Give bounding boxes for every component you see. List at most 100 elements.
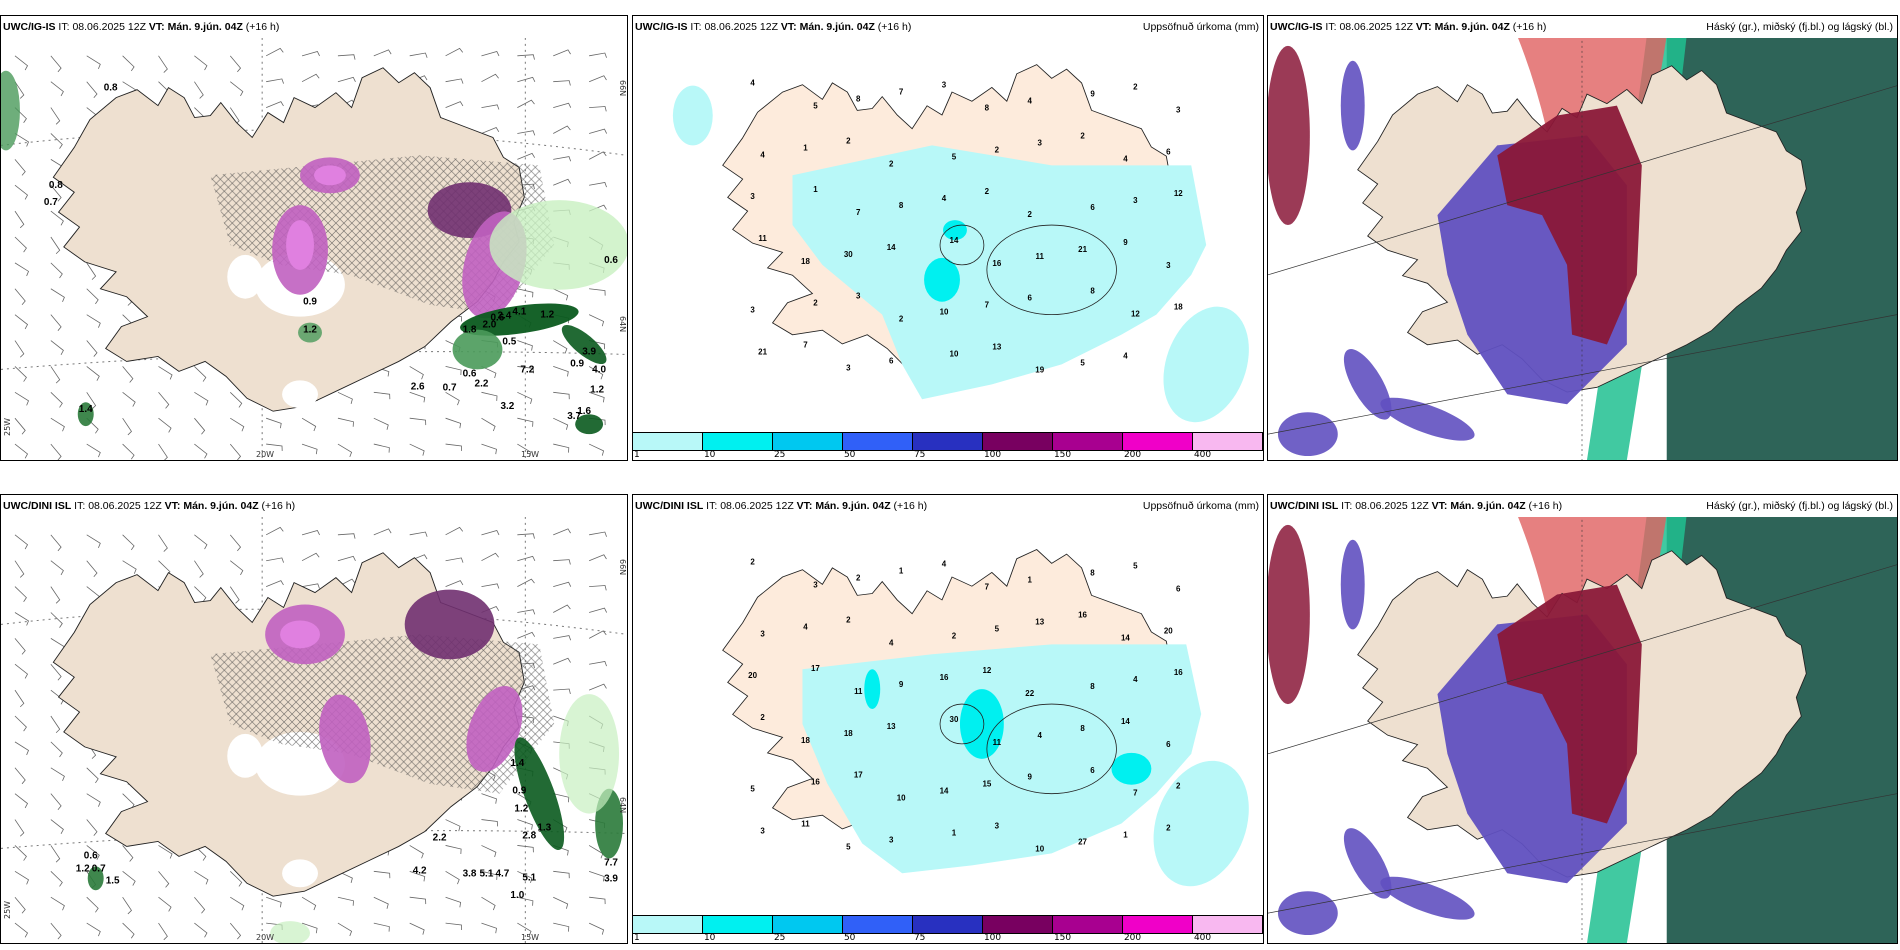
precip-accum-label: 11 [993, 738, 1002, 747]
wind-barb [14, 391, 30, 406]
wind-barb [122, 391, 136, 407]
precip-accum-label: 2 [846, 136, 851, 145]
wind-barb [158, 55, 168, 73]
precip-field [1163, 306, 1249, 423]
precip-green [514, 737, 565, 851]
wind-barb [517, 819, 533, 830]
colorbar-tick-label: 10 [703, 933, 716, 943]
wind-barb [14, 366, 27, 382]
wind-barb [517, 417, 534, 427]
wind-barb [50, 81, 64, 97]
vt-label: VT: [796, 500, 813, 512]
wind-barb [194, 534, 208, 550]
precip-accum-label: 3 [760, 826, 765, 835]
precip-accum-label: 1 [813, 185, 818, 194]
lat-label-64n: 64N [618, 797, 627, 814]
cloud-cover-map [1268, 514, 1897, 943]
precip-value-label: 0.5 [502, 337, 516, 348]
precip-accum-label: 4 [1037, 731, 1042, 740]
precip-accum-label: 7 [1133, 789, 1138, 798]
wind-barb [445, 101, 464, 108]
precip-value-label: 3.8 [463, 868, 477, 879]
wind-barb [553, 156, 572, 162]
colorbar-bin [773, 916, 843, 933]
wind-barb [50, 741, 63, 758]
panel-header: UWC/IG-IS IT: 08.06.2025 12Z VT: Mán. 9.… [633, 16, 1263, 38]
panel-title: Háský (gr.), miðský (fj.bl.) og lágský (… [1706, 500, 1893, 512]
colorbar-tick-label: 100 [983, 450, 1002, 460]
precip-value-label: 0.7 [92, 863, 106, 874]
wind-barb [14, 184, 29, 200]
precip-value-label: 5.1 [522, 872, 536, 883]
wind-barb [194, 560, 204, 578]
wind-barb [86, 55, 101, 70]
precip-accum-label: 8 [985, 104, 990, 113]
precip-accum-label: 8 [1090, 569, 1095, 578]
wind-barb [445, 526, 464, 536]
lead-time: (+16 h) [261, 500, 296, 512]
precip-green [1, 70, 20, 151]
precip-accum-label: 5 [952, 152, 957, 161]
wind-barb [409, 845, 424, 859]
cloud-cover-map [1268, 35, 1897, 460]
wind-barb [553, 604, 571, 613]
wind-barb [409, 896, 427, 905]
vt-label: VT: [1415, 21, 1432, 33]
glacier-outline [986, 703, 1117, 795]
wind-barb [517, 922, 532, 937]
it-label: IT: [1325, 21, 1337, 33]
precip-accum-label: 12 [1131, 310, 1140, 319]
wind-barb [445, 417, 462, 429]
precip-accum-label: 4 [1123, 154, 1128, 163]
precip-accum-label: 3 [750, 192, 755, 201]
wind-barb [50, 366, 61, 384]
precip-accum-label: 10 [950, 349, 959, 358]
wind-barb [589, 531, 607, 537]
wind-barb [517, 555, 536, 562]
colorbar-bin [633, 916, 703, 933]
precip-accum-label: 4 [1028, 97, 1033, 106]
precip-accum-label: 2 [760, 713, 765, 722]
precip-accum-label: 3 [889, 835, 894, 844]
wind-barb [229, 55, 242, 73]
precip-accum-label: 16 [1174, 668, 1183, 677]
wind-barb [50, 715, 61, 734]
wind-precip-map: 0.8 0.8 0.7 0.6 0.9 1.2 0.5 4.1 1.2 3.9 4.0 0.9 1.2 0… [1, 37, 627, 460]
it-value: 08.06.2025 12Z [88, 500, 162, 512]
wind-barb [445, 819, 461, 832]
precip-accum-label: 7 [899, 88, 904, 97]
wind-barb [301, 896, 317, 911]
precip-accum-label: 8 [899, 201, 904, 210]
precip-accum-label: 18 [801, 257, 810, 266]
precip-value-label: 1.4 [79, 404, 93, 415]
mid-cloud-field [1380, 876, 1475, 920]
precip-accum-label: 1 [899, 567, 904, 576]
wind-barb [14, 560, 25, 578]
glacier-outline [986, 224, 1117, 316]
wind-barb [50, 612, 63, 628]
wind-barb [50, 793, 62, 810]
wind-barb [588, 683, 607, 691]
precip-value-label: 3.9 [582, 346, 596, 357]
colorbar-bin [703, 433, 773, 450]
wind-barb [14, 715, 27, 732]
precip-purple [404, 589, 495, 660]
wind-barb [301, 443, 318, 455]
it-value: 08.06.2025 12Z [1355, 500, 1429, 512]
wind-barb [86, 819, 98, 836]
panel-wind-precip-igis: UWC/IG-IS IT: 08.06.2025 12Z VT: Mán. 9.… [0, 15, 628, 461]
colorbar-ticks: 1 10 25 50 75 100 150 200 400 [633, 450, 1263, 460]
wind-barb [14, 443, 29, 459]
wind-barb [481, 552, 499, 562]
lat-label-66n: 66N [618, 559, 627, 576]
panel-clouds-dini: UWC/DINI ISL IT: 08.06.2025 12Z VT: Mán.… [1267, 494, 1898, 944]
precip-value-label: 0.7 [443, 382, 457, 393]
panel-title: Uppsöfnuð úrkoma (mm) [1142, 21, 1259, 33]
wind-barb [122, 366, 134, 383]
colorbar: 1 10 25 50 75 100 150 200 400 [633, 430, 1263, 460]
precip-accum-label: 3 [1166, 261, 1171, 270]
wind-barb [122, 896, 132, 915]
precip-accum-label: 9 [1028, 773, 1033, 782]
precip-value-label: 2.4 [497, 311, 511, 322]
wind-barb [445, 78, 464, 84]
